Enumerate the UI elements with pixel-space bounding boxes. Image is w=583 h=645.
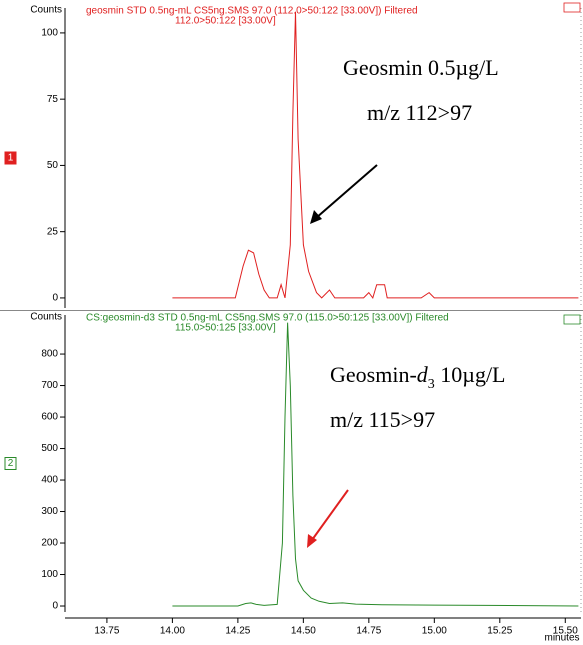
x-tick-label: 13.75	[94, 626, 119, 637]
y-tick-label: 0	[52, 601, 58, 612]
x-tick-label: 14.75	[356, 626, 381, 637]
annotation-part: Geosmin-	[330, 362, 417, 387]
annotation-part: d	[417, 362, 429, 387]
y-tick-label: 200	[41, 538, 58, 549]
series-line	[172, 322, 579, 607]
panel-label: 1	[8, 153, 14, 164]
y-tick-label: 800	[41, 349, 58, 360]
x-tick-label: 15.25	[487, 626, 512, 637]
arrow	[310, 164, 378, 224]
chart-subtitle: 112.0>50:122 [33.00V]	[175, 16, 276, 27]
series-line	[172, 11, 579, 299]
y-tick-label: 75	[47, 94, 59, 105]
chart-title: CS:geosmin-d3 STD 0.5ng-mL CS5ng.SMS 97.…	[86, 313, 449, 324]
annotation: Geosmin-d3 10µg/L	[330, 362, 506, 392]
annotation: m/z 112>97	[367, 100, 472, 125]
arrow	[307, 489, 349, 548]
annotation-part: 10µg/L	[435, 362, 506, 387]
y-tick-label: 700	[41, 380, 58, 391]
y-tick-label: 400	[41, 475, 58, 486]
y-tick-label: 500	[41, 443, 58, 454]
x-axis-label: minutes	[544, 633, 579, 644]
y-tick-label: 300	[41, 506, 58, 517]
x-tick-label: 14.50	[291, 626, 316, 637]
chart-title: geosmin STD 0.5ng-mL CS5ng.SMS 97.0 (112…	[86, 6, 418, 17]
annotation-part: 3	[428, 377, 435, 392]
x-tick-label: 14.00	[160, 626, 185, 637]
y-tick-label: 0	[52, 293, 58, 304]
y-tick-label: 25	[47, 226, 59, 237]
panel-icon[interactable]	[563, 2, 581, 13]
y-axis-label: Counts	[30, 312, 62, 323]
y-tick-label: 50	[47, 160, 59, 171]
x-tick-label: 15.50	[553, 626, 578, 637]
y-tick-label: 100	[41, 569, 58, 580]
y-axis-label: Counts	[30, 5, 62, 16]
y-tick-label: 100	[41, 28, 58, 39]
annotation: Geosmin 0.5µg/L	[343, 55, 499, 80]
panel-icon[interactable]	[563, 314, 581, 325]
panel-marker	[4, 457, 17, 470]
annotation: m/z 115>97	[330, 407, 435, 432]
y-tick-label: 600	[41, 412, 58, 423]
x-tick-label: 14.25	[225, 626, 250, 637]
chart-subtitle: 115.0>50:125 [33.00V]	[175, 323, 276, 334]
panel-label: 2	[8, 458, 14, 469]
x-tick-label: 15.00	[422, 626, 447, 637]
panel-marker	[4, 151, 17, 165]
